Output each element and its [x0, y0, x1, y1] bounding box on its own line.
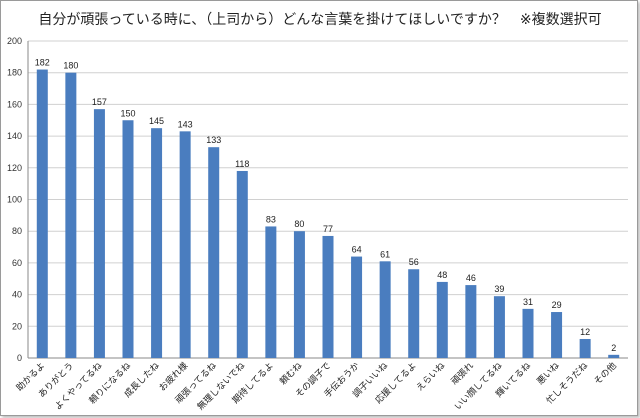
- bar: [65, 72, 77, 358]
- bar: [379, 261, 391, 358]
- data-label: 39: [494, 284, 504, 294]
- y-tick-label: 200: [7, 36, 22, 46]
- y-tick-label: 80: [12, 226, 22, 236]
- bar: [236, 170, 248, 358]
- bar: [122, 120, 134, 358]
- bar: [465, 285, 477, 358]
- bar: [322, 235, 334, 358]
- data-labels: 182 180 157 150 145 143 133 118 83 80 77 64 61 56 48 46…: [35, 58, 616, 353]
- y-tick-label: 180: [7, 68, 22, 78]
- y-tick-label: 60: [12, 258, 22, 268]
- data-label: 182: [35, 58, 50, 68]
- data-label: 150: [120, 108, 135, 118]
- data-label: 143: [178, 119, 193, 129]
- data-label: 83: [266, 214, 276, 224]
- bar: [179, 131, 191, 358]
- y-tick-label: 160: [7, 99, 22, 109]
- y-tick-label: 100: [7, 195, 22, 205]
- bar: [351, 256, 363, 358]
- bar: [151, 128, 163, 358]
- bar: [408, 269, 420, 358]
- data-label: 2: [611, 343, 616, 353]
- data-label: 157: [92, 97, 107, 107]
- x-axis-labels: 助かるよありがとうよくやってるね頼りになるね成長したねお疲れ様頑張ってるね無理し…: [13, 360, 618, 413]
- x-tick-label: いい顔してるね: [452, 360, 505, 413]
- data-label: 31: [523, 297, 533, 307]
- data-label: 48: [437, 270, 447, 280]
- bar: [436, 281, 448, 358]
- bar: [93, 109, 105, 358]
- x-tick-label: よくやってるね: [53, 360, 105, 412]
- data-label: 29: [552, 300, 562, 310]
- data-label: 145: [149, 116, 164, 126]
- bars: [36, 69, 620, 358]
- bar: [522, 308, 534, 358]
- data-label: 180: [63, 61, 78, 71]
- data-label: 77: [323, 224, 333, 234]
- data-label: 118: [235, 159, 249, 169]
- y-tick-label: 40: [12, 290, 22, 300]
- bar: [579, 338, 591, 358]
- bar: [493, 296, 505, 358]
- bar: [293, 231, 305, 358]
- data-label: 80: [294, 219, 304, 229]
- bar: [551, 312, 563, 358]
- bar: [265, 226, 277, 358]
- bar: [608, 354, 620, 358]
- chart-title: 自分が頑張っている時に、（上司から）どんな言葉を掛けてほしいですか？ ※複数選択…: [38, 12, 602, 28]
- bar: [36, 69, 48, 358]
- data-label: 61: [380, 249, 390, 259]
- x-tick-label: 頑張れ: [449, 360, 476, 387]
- x-tick-label: その他: [591, 360, 619, 388]
- x-tick-label: 頼むね: [278, 360, 305, 387]
- y-tick-label: 140: [7, 131, 22, 141]
- y-tick-label: 0: [17, 353, 22, 363]
- data-label: 12: [580, 327, 590, 337]
- data-label: 133: [206, 135, 221, 145]
- x-tick-label: えらいね: [414, 360, 447, 393]
- data-label: 64: [352, 245, 362, 255]
- x-tick-label: 悪いね: [535, 360, 562, 387]
- y-tick-label: 20: [12, 321, 22, 331]
- y-axis: 0 20 40 60 80 100 120 140 160 180 200: [7, 36, 29, 363]
- bar: [208, 147, 220, 358]
- data-label: 56: [409, 257, 419, 267]
- y-tick-label: 120: [7, 163, 22, 173]
- data-label: 46: [466, 273, 476, 283]
